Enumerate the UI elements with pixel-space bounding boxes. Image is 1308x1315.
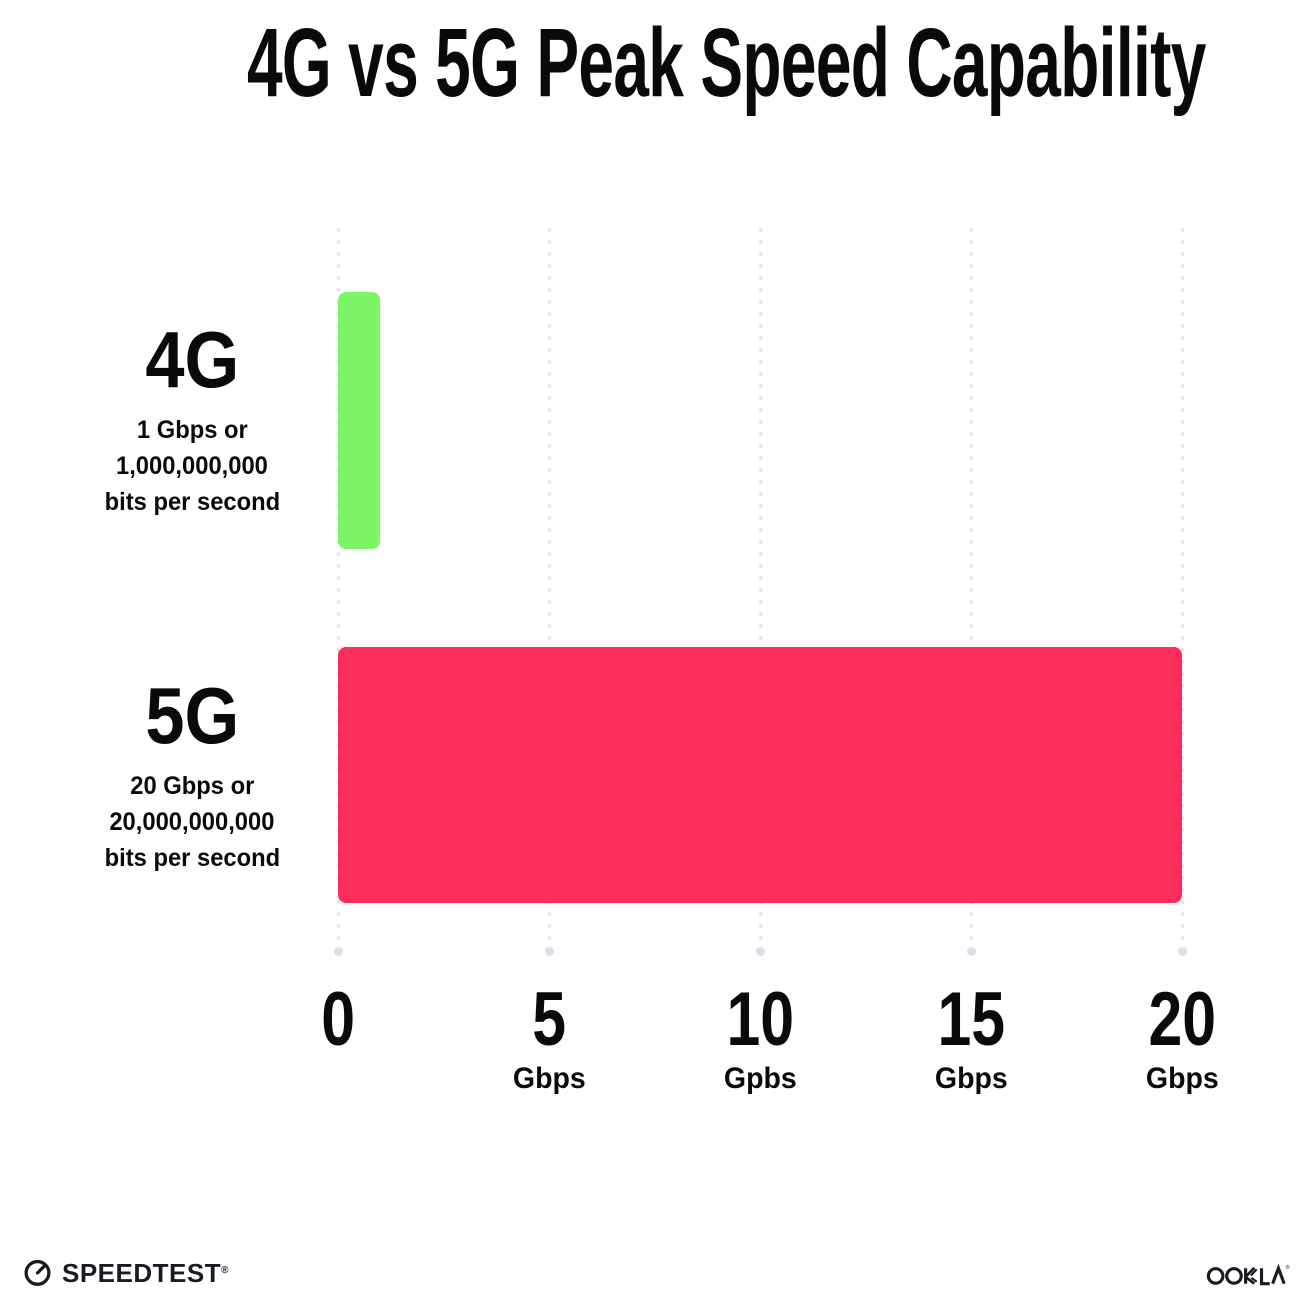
- gridline-end-dot: [333, 947, 343, 956]
- series-name-5g: 5G: [145, 671, 239, 760]
- gridline-0: [333, 224, 343, 956]
- speedtest-gauge-icon: [24, 1259, 51, 1286]
- page-title: 4G vs 5G Peak Speed Capability: [0, 14, 1308, 111]
- bar-5g: [338, 647, 1182, 903]
- gridline-20: [1177, 224, 1187, 956]
- gridline-10: [755, 224, 765, 956]
- x-tick-value: 15: [937, 977, 1005, 1062]
- x-tick-unit: Gbps: [1145, 1062, 1219, 1095]
- x-tick-5: 5 Gbps: [439, 982, 659, 1094]
- gridline-end-dot: [755, 947, 765, 956]
- ookla-logo: ®: [1206, 1263, 1290, 1286]
- x-tick-unit: Gbps: [934, 1062, 1008, 1095]
- series-description-line: 1 Gbps or: [136, 416, 248, 444]
- row-label-4g: 4G 1 Gbps or 1,000,000,000 bits per second: [52, 315, 332, 520]
- x-tick-value: 5: [532, 977, 566, 1062]
- footer: SPEEDTEST® ®: [0, 1225, 1308, 1315]
- row-label-5g: 5G 20 Gbps or 20,000,000,000 bits per secon…: [52, 671, 332, 876]
- series-description-line: bits per second: [104, 488, 280, 516]
- speedtest-wordmark-text: SPEEDTEST: [62, 1257, 222, 1288]
- series-description-line: 1,000,000,000: [116, 452, 268, 480]
- x-tick-unit: Gpbs: [723, 1062, 797, 1095]
- x-tick-15: 15 Gbps: [861, 982, 1081, 1094]
- page-title-text: 4G vs 5G Peak Speed Capability: [246, 8, 1206, 117]
- speedtest-logo: SPEEDTEST®: [22, 1257, 229, 1288]
- x-tick-value: 0: [321, 977, 355, 1062]
- gridline-end-dot: [544, 947, 554, 956]
- gridline-15: [966, 224, 976, 956]
- ookla-registered-mark: ®: [1286, 1264, 1290, 1271]
- bar-4g: [338, 292, 381, 549]
- x-tick-value: 20: [1148, 977, 1216, 1062]
- x-tick-value: 10: [726, 977, 794, 1062]
- gridline-end-dot: [1177, 947, 1187, 956]
- x-tick-10: 10 Gpbs: [650, 982, 870, 1094]
- speedtest-registered-mark: ®: [221, 1264, 229, 1276]
- series-name-4g: 4G: [145, 315, 239, 404]
- x-tick-0: 0: [228, 982, 448, 1058]
- series-description-line: 20,000,000,000: [109, 808, 275, 836]
- gridline-5: [544, 224, 554, 956]
- series-description-line: 20 Gbps or: [129, 772, 255, 800]
- speedtest-wordmark: SPEEDTEST®: [62, 1260, 229, 1286]
- series-description-4g: 1 Gbps or 1,000,000,000 bits per second: [52, 412, 332, 520]
- gridline-end-dot: [966, 947, 976, 956]
- x-tick-20: 20 Gbps: [1072, 982, 1292, 1094]
- series-description-line: bits per second: [104, 844, 280, 872]
- x-tick-unit: Gbps: [512, 1062, 586, 1095]
- series-description-5g: 20 Gbps or 20,000,000,000 bits per second: [52, 768, 332, 876]
